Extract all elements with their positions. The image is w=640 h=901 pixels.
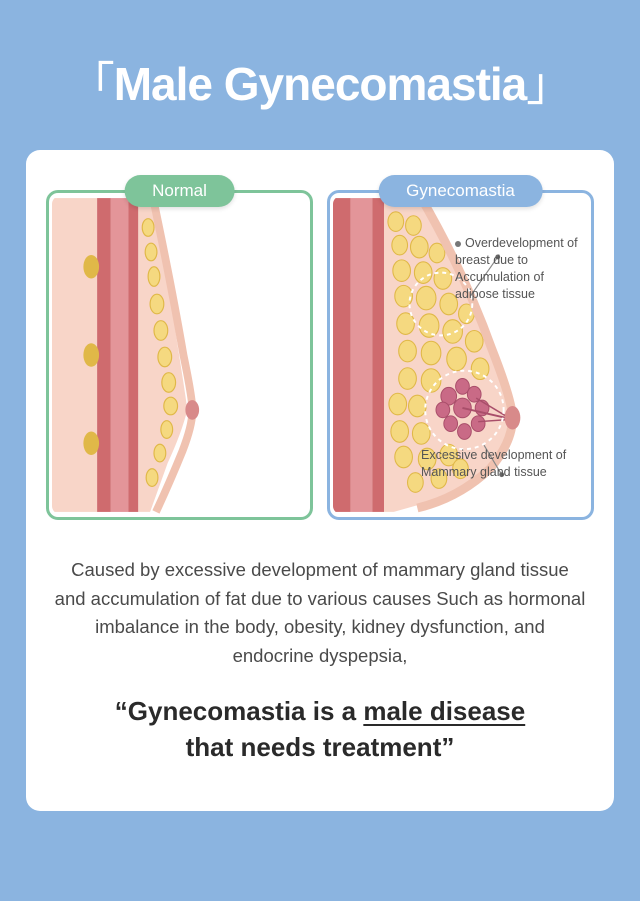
- quote-open: “: [115, 696, 128, 726]
- illustration-normal: [52, 196, 307, 514]
- description-text: Caused by excessive development of mamma…: [46, 556, 594, 671]
- annotation-adipose-text: Overdevelopment of breast due to Accumul…: [455, 236, 578, 301]
- tagline: “Gynecomastia is a male disease that nee…: [46, 693, 594, 766]
- badge-gynecomastia: Gynecomastia: [378, 175, 543, 207]
- comparison-panels: Normal: [46, 190, 594, 520]
- tagline-line2: that needs treatment: [186, 732, 442, 762]
- bracket-right: 」: [526, 58, 571, 110]
- badge-normal: Normal: [124, 175, 235, 207]
- title-text: Male Gynecomastia: [114, 58, 527, 110]
- quote-close: ”: [441, 732, 454, 762]
- annotation-gland: Excessive development of Mammary gland t…: [421, 447, 581, 481]
- annotation-adipose: Overdevelopment of breast due to Accumul…: [455, 235, 583, 303]
- page-title: 「Male Gynecomastia」: [0, 48, 640, 114]
- panel-gynecomastia: Gynecomastia: [327, 190, 594, 520]
- bracket-left: 「: [69, 58, 114, 110]
- panel-normal: Normal: [46, 190, 313, 520]
- tagline-underline: male disease: [363, 696, 525, 726]
- anatomy-normal-svg: [52, 196, 307, 514]
- tagline-prefix: Gynecomastia is a: [128, 696, 364, 726]
- header: 「Male Gynecomastia」: [0, 0, 640, 150]
- content-card: Normal: [26, 150, 614, 811]
- annotation-gland-text: Excessive development of Mammary gland t…: [421, 448, 566, 479]
